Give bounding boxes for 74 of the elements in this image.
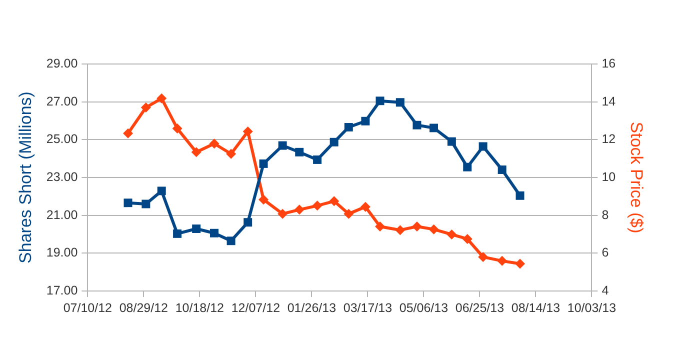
- y2-tick-label: 14: [602, 94, 616, 108]
- x-tick-label: 03/17/13: [343, 300, 392, 315]
- y2-tick-label: 12: [602, 132, 616, 146]
- point: [412, 120, 422, 130]
- point: [156, 93, 167, 104]
- point: [498, 166, 506, 174]
- point: [123, 128, 133, 138]
- y2-axis-title: Stock Price ($): [627, 122, 646, 234]
- point: [428, 224, 439, 234]
- point: [157, 186, 166, 196]
- point: [344, 208, 354, 219]
- y-tick-label: 21.00: [46, 208, 78, 222]
- point: [447, 137, 456, 146]
- point: [430, 124, 438, 132]
- point: [312, 200, 322, 211]
- point: [244, 218, 252, 227]
- point: [463, 162, 472, 172]
- point: [295, 148, 304, 156]
- y2-tick-label: 8: [602, 208, 609, 222]
- y2-tick-label: 6: [602, 246, 609, 260]
- point: [142, 200, 150, 208]
- point: [226, 236, 236, 246]
- point: [376, 96, 384, 106]
- point: [209, 138, 220, 149]
- point: [395, 225, 406, 236]
- x-tick-label: 10/03/13: [567, 300, 616, 315]
- point: [242, 126, 253, 137]
- y-tick-label: 23.00: [46, 170, 78, 184]
- point: [516, 191, 524, 200]
- point: [478, 142, 488, 151]
- point: [330, 138, 338, 146]
- point: [396, 98, 404, 107]
- point: [446, 229, 457, 240]
- point: [173, 229, 182, 238]
- point: [361, 116, 370, 126]
- y2-tick-label: 4: [602, 283, 609, 298]
- point: [313, 155, 322, 164]
- point: [172, 124, 182, 134]
- point: [278, 208, 288, 219]
- point: [210, 228, 218, 238]
- point: [192, 224, 201, 234]
- point: [478, 252, 488, 262]
- x-tick-label: 05/06/13: [399, 300, 448, 315]
- y-tick-label: 27.00: [46, 94, 78, 108]
- x-tick-label: 06/25/13: [455, 300, 504, 315]
- point: [226, 148, 236, 159]
- point: [140, 102, 151, 113]
- point: [375, 221, 386, 232]
- point: [462, 234, 472, 244]
- y2-tick-label: 10: [602, 170, 616, 184]
- point: [191, 147, 202, 158]
- point: [258, 194, 269, 205]
- point: [294, 204, 304, 215]
- point: [515, 258, 526, 269]
- y2-tick-label: 16: [602, 56, 616, 70]
- point: [259, 159, 268, 168]
- x-tick-label: 08/14/13: [511, 300, 560, 315]
- point: [412, 221, 422, 232]
- y-tick-label: 19.00: [46, 246, 78, 260]
- x-tick-label: 07/10/12: [63, 300, 112, 315]
- y-tick-label: 25.00: [46, 132, 78, 146]
- point: [344, 122, 353, 132]
- x-tick-label: 08/29/12: [119, 300, 168, 315]
- point: [497, 256, 508, 266]
- x-tick-label: 12/07/12: [231, 300, 280, 315]
- y-tick-label: 29.00: [46, 56, 78, 70]
- x-tick-label: 01/26/13: [287, 300, 336, 315]
- y-tick-label: 17.00: [46, 283, 78, 298]
- y-axis-title: Shares Short (Millions): [16, 92, 35, 264]
- point: [360, 202, 370, 212]
- point: [329, 196, 340, 206]
- point: [278, 141, 287, 150]
- point: [124, 198, 132, 208]
- x-tick-label: 10/18/12: [175, 300, 224, 315]
